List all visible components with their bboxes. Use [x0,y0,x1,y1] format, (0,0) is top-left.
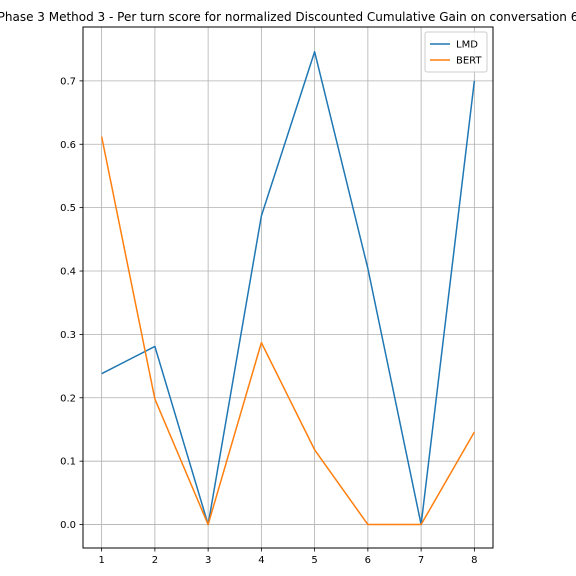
y-tick-label: 0.0 [60,520,76,531]
legend: LMD BERT [424,31,488,73]
x-tick-label: 4 [258,555,264,566]
y-tick-label: 0.6 [60,140,76,151]
series-line-lmd [101,50,476,526]
series-line-bert [100,136,476,526]
grid [83,27,493,548]
y-tick-label: 0.3 [60,330,76,341]
x-tick-label: 8 [471,555,477,566]
y-tick-label: 0.2 [60,393,76,404]
series-layer [100,50,476,526]
x-tick-label: 5 [311,555,317,566]
x-tick-label: 2 [152,555,158,566]
legend-box [424,31,488,73]
y-tick-label: 0.5 [60,203,76,214]
x-tick-label: 1 [98,555,104,566]
y-axis: 0.0 0.1 0.2 0.3 0.4 0.5 0.6 0.7 [60,76,83,531]
legend-label-bert: BERT [456,56,482,67]
y-tick-label: 0.7 [60,76,76,87]
legend-label-lmd: LMD [456,40,478,51]
x-tick-label: 7 [418,555,424,566]
chart-title: Phase 3 Method 3 - Per turn score for no… [0,10,576,24]
plot-frame [82,26,494,549]
y-tick-label: 0.1 [60,457,76,468]
x-tick-label: 3 [205,555,211,566]
x-tick-label: 6 [365,555,371,566]
y-tick-label: 0.4 [60,267,76,278]
x-axis: 1 2 3 4 5 6 7 8 [98,548,478,566]
